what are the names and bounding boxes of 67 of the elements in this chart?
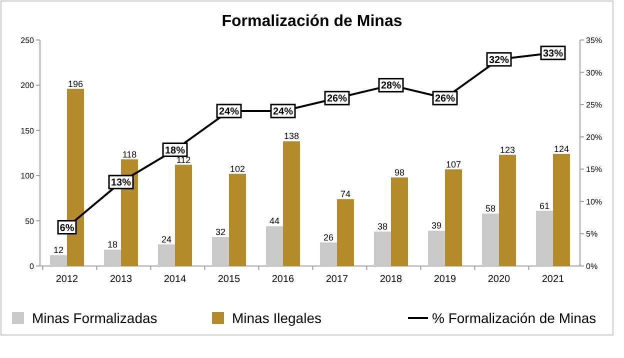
bar (445, 169, 462, 266)
x-tick-label: 2019 (434, 274, 457, 285)
bar (50, 255, 67, 266)
bar (337, 199, 354, 266)
bar (553, 154, 570, 266)
data-label: 61 (539, 200, 550, 211)
bar (391, 177, 408, 266)
data-label: 24 (161, 234, 172, 244)
legend-label: Minas Ilegales (232, 310, 322, 326)
x-tick-label: 2021 (542, 274, 565, 285)
data-label: 32 (215, 227, 226, 238)
y-tick-label: 150 (20, 126, 35, 136)
x-tick-label: 2017 (326, 274, 349, 285)
x-tick-label: 2016 (272, 274, 295, 285)
y2-tick-label: 10% (586, 197, 602, 206)
bar (374, 232, 391, 266)
bar (320, 242, 337, 266)
data-label: 26 (323, 232, 334, 242)
bar (536, 210, 553, 266)
bar (158, 244, 175, 266)
bar (266, 226, 283, 266)
y2-tick-label: 15% (586, 165, 602, 174)
data-label: 39 (431, 220, 442, 231)
data-label: 196 (68, 78, 84, 89)
data-label: 118 (122, 149, 137, 160)
data-label: 102 (230, 164, 246, 174)
data-label: 38 (377, 222, 388, 232)
data-label: 124 (554, 144, 570, 154)
legend-label: % Formalización de Minas (432, 310, 596, 326)
y2-tick-label: 35% (586, 36, 602, 45)
y-tick-label: 100 (20, 172, 35, 181)
x-tick-label: 2013 (110, 274, 133, 285)
y-tick-label: 50 (25, 216, 35, 226)
bar (283, 141, 300, 266)
x-tick-label: 2020 (488, 274, 511, 285)
x-tick-label: 2012 (56, 274, 79, 285)
legend-label: Minas Formalizadas (32, 310, 158, 326)
data-label: 18 (107, 240, 118, 250)
bar (229, 174, 246, 266)
bar (175, 164, 192, 266)
bar (212, 237, 229, 266)
bar (104, 250, 121, 266)
data-label: 12 (53, 245, 64, 256)
y2-tick-label: 30% (586, 68, 602, 78)
y2-tick-label: 20% (586, 132, 602, 142)
data-label: 58 (485, 204, 496, 214)
data-label: 107 (446, 159, 462, 170)
bar (499, 154, 516, 266)
x-tick-label: 2015 (218, 274, 241, 285)
y-tick-label: 200 (20, 81, 35, 90)
y2-tick-label: 0% (586, 262, 598, 271)
data-label: 6% (60, 222, 74, 234)
x-tick-label: 2014 (164, 274, 187, 285)
data-label: 138 (284, 131, 300, 142)
data-label: 98 (394, 167, 405, 178)
data-label: 112 (176, 154, 191, 165)
chart-title: Formalización de Minas (222, 13, 402, 30)
data-label: 123 (500, 144, 516, 155)
bar (482, 214, 499, 266)
data-label: 44 (269, 216, 280, 226)
y-tick-label: 250 (20, 36, 35, 45)
y2-tick-label: 25% (586, 100, 602, 110)
y-tick-label: 0 (30, 262, 35, 271)
bar (428, 230, 445, 266)
data-label: 74 (340, 189, 351, 200)
y2-tick-label: 5% (586, 230, 598, 239)
x-tick-label: 2018 (380, 274, 403, 285)
